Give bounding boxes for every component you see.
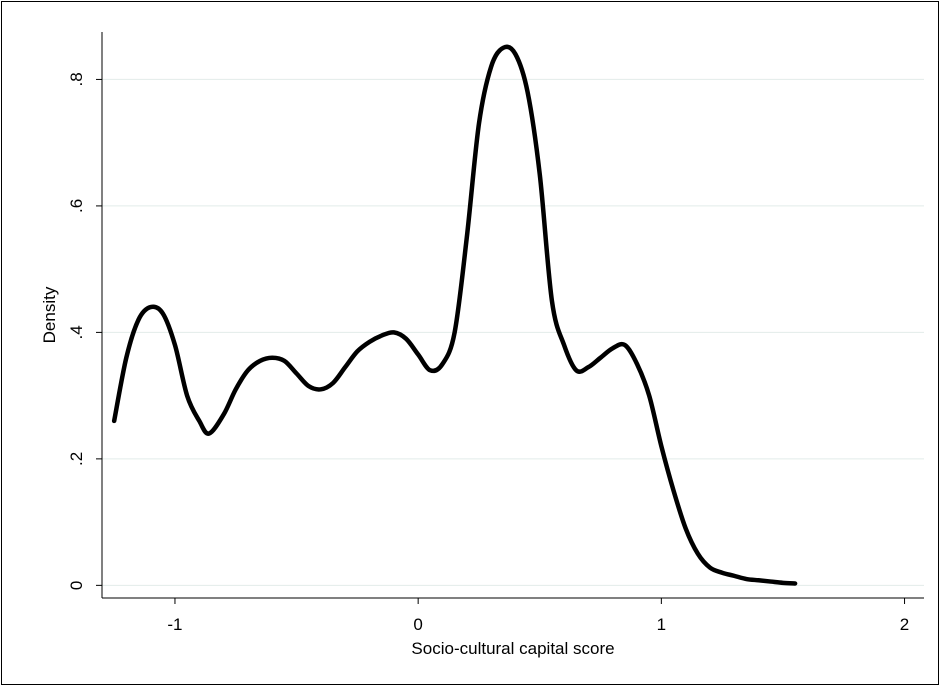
y-tick-label: .8 [67,72,86,86]
x-tick-label: 1 [657,615,666,634]
plot-area [102,32,924,598]
x-tick-label: 2 [900,615,909,634]
y-tick-label: 0 [67,581,86,590]
y-axis-ticks: 0 .2 .4 .6 .8 [67,72,102,590]
y-tick-label: .2 [67,452,86,466]
x-axis-ticks: -1 0 1 2 [167,598,909,634]
grid-lines [102,78,924,586]
y-tick-label: .6 [67,199,86,213]
density-series-line [111,44,798,586]
x-tick-label: -1 [167,615,182,634]
y-axis-title: Density [40,286,59,343]
y-tick-label: .4 [67,325,86,339]
x-axis-title: Socio-cultural capital score [411,639,614,658]
x-tick-label: 0 [413,615,422,634]
